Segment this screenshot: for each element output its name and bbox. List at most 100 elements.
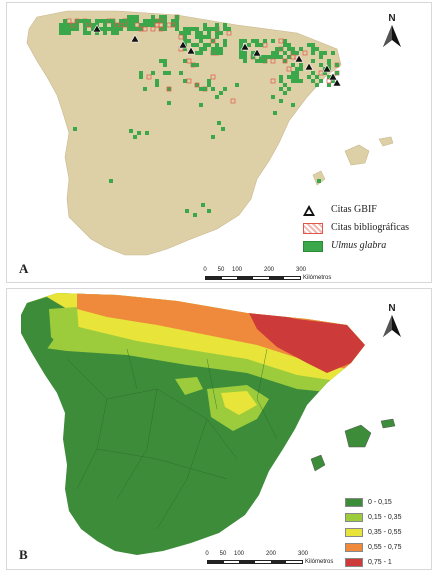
presence-cell: [183, 39, 187, 43]
presence-cell: [207, 35, 211, 39]
presence-cell: [191, 27, 195, 31]
presence-cell: [129, 129, 133, 133]
presence-cell: [311, 51, 315, 55]
presence-cell: [179, 71, 183, 75]
presence-cell: [283, 39, 287, 43]
presence-cell: [67, 31, 71, 35]
presence-cell: [203, 23, 207, 27]
presence-cell: [175, 27, 179, 31]
presence-cell: [135, 15, 139, 19]
presence-cell: [223, 87, 227, 91]
presence-cell: [291, 63, 295, 67]
presence-cell: [187, 27, 191, 31]
presence-cell: [83, 27, 87, 31]
presence-cell: [159, 19, 163, 23]
presence-cell: [199, 87, 203, 91]
presence-cell: [59, 23, 63, 27]
presence-cell: [295, 71, 299, 75]
presence-cell: [131, 27, 135, 31]
presence-cell: [283, 83, 287, 87]
presence-cell: [291, 47, 295, 51]
scale-tick: 100: [231, 267, 243, 273]
presence-cell: [155, 83, 159, 87]
presence-cell: [259, 59, 263, 63]
presence-cell: [239, 55, 243, 59]
scale-tick: 0: [203, 267, 207, 273]
presence-cell: [317, 179, 321, 183]
presence-cell: [211, 51, 215, 55]
presence-cell: [319, 79, 323, 83]
presence-cell: [183, 31, 187, 35]
presence-cell: [207, 43, 211, 47]
presence-cell: [195, 83, 199, 87]
scale-tick: 300: [295, 267, 307, 273]
presence-cell: [203, 47, 207, 51]
presence-cell: [139, 27, 143, 31]
presence-cell: [75, 19, 79, 23]
presence-cell: [239, 39, 243, 43]
presence-cell: [239, 43, 243, 47]
presence-cell: [83, 23, 87, 27]
presence-cell: [191, 43, 195, 47]
legend-panel-b: 0 - 0,15 0,15 - 0,35 0,35 - 0,55 0,55 - 0,7…: [345, 496, 429, 571]
presence-cell: [215, 51, 219, 55]
legend-label-ulmus: Ulmus glabra: [331, 240, 387, 251]
north-label: N: [388, 13, 396, 24]
presence-cell: [183, 27, 187, 31]
scale-tick: 200: [265, 551, 277, 557]
presence-cell: [299, 47, 303, 51]
presence-cell: [287, 87, 291, 91]
bibliographic-cell: [166, 86, 172, 92]
presence-cell: [67, 27, 71, 31]
scale-bar-graphic: [207, 560, 303, 564]
presence-cell: [335, 71, 339, 75]
bibliographic-cell: [326, 78, 332, 84]
presence-cell: [207, 209, 211, 213]
gbif-marker: [332, 78, 342, 87]
iberia-landmass: [26, 10, 342, 256]
gbif-marker: [130, 34, 140, 43]
presence-cell: [131, 23, 135, 27]
presence-cell: [103, 23, 107, 27]
presence-cell: [75, 23, 79, 27]
presence-cell: [279, 79, 283, 83]
triangle-marker-icon: [303, 205, 323, 216]
presence-cell: [103, 19, 107, 23]
presence-cell: [127, 15, 131, 19]
map-a-svg: [26, 10, 394, 256]
legend-swatch: [345, 528, 363, 537]
presence-cell: [199, 35, 203, 39]
presence-cell: [109, 179, 113, 183]
scale-bar: 0 50 100 200 300 Kilómetros: [199, 267, 349, 287]
presence-cell: [139, 75, 143, 79]
presence-cell: [115, 31, 119, 35]
presence-cell: [273, 111, 277, 115]
scale-unit: Kilómetros: [305, 559, 334, 565]
presence-cell: [195, 43, 199, 47]
presence-cell: [327, 63, 331, 67]
presence-cell: [319, 63, 323, 67]
presence-cell: [307, 75, 311, 79]
presence-cell: [227, 27, 231, 31]
presence-cell: [211, 39, 215, 43]
legend-label: 0,55 - 0,75: [368, 544, 402, 551]
presence-cell: [183, 47, 187, 51]
presence-cell: [243, 55, 247, 59]
presence-cell: [159, 59, 163, 63]
presence-cell: [207, 31, 211, 35]
presence-cell: [331, 79, 335, 83]
legend-label: 0,75 - 1: [368, 559, 392, 566]
presence-cell: [115, 23, 119, 27]
scale-ticks: 0 50 100 200 300: [199, 267, 349, 275]
bibliographic-cell: [158, 26, 164, 32]
presence-cell: [239, 47, 243, 51]
presence-cell: [251, 55, 255, 59]
gbif-marker: [92, 24, 102, 33]
presence-cell: [115, 27, 119, 31]
presence-cell: [223, 27, 227, 31]
presence-cell: [111, 19, 115, 23]
presence-cell: [239, 51, 243, 55]
presence-cell: [123, 19, 127, 23]
presence-cell: [279, 75, 283, 79]
